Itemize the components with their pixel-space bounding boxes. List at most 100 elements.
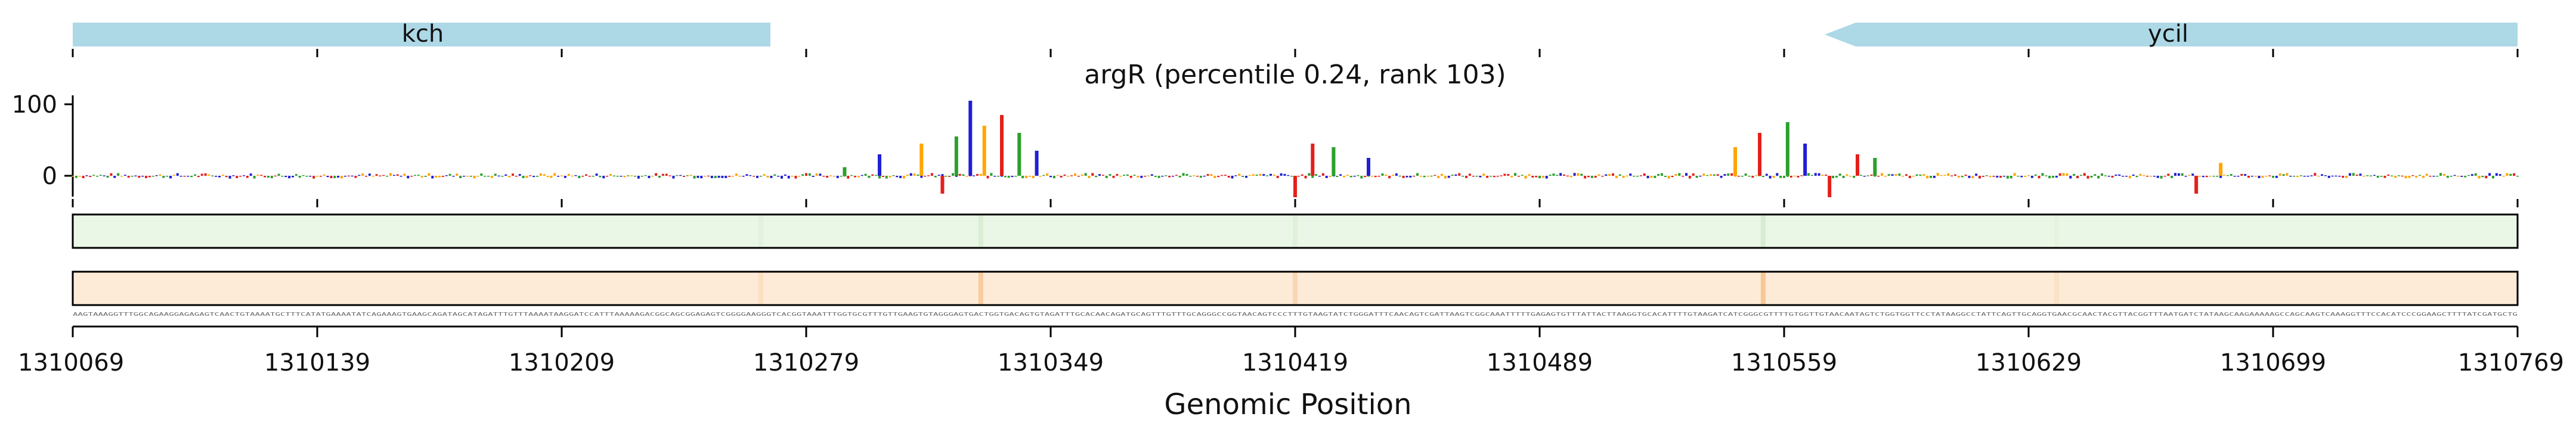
attribution-mark: [2041, 173, 2044, 176]
attribution-mark: [253, 176, 256, 179]
attribution-mark: [2348, 173, 2351, 176]
attribution-mark: [2199, 176, 2201, 177]
attribution-mark: [298, 176, 301, 178]
attribution-mark: [1004, 176, 1007, 178]
attribution-mark: [445, 175, 448, 176]
attribution-mark: [2177, 173, 2180, 176]
attribution-mark: [525, 176, 528, 178]
attribution-mark: [1674, 174, 1677, 176]
attribution-mark: [1577, 173, 1580, 176]
attribution-peak: [843, 167, 847, 176]
attribution-mark: [1563, 174, 1565, 176]
attribution-mark: [557, 176, 560, 177]
attribution-mark: [759, 176, 762, 177]
attribution-mark: [1569, 176, 1572, 178]
attribution-mark: [1049, 176, 1052, 178]
attribution-mark: [2404, 176, 2407, 179]
attribution-mark: [532, 176, 535, 178]
attribution-mark: [85, 175, 88, 176]
attribution-mark: [1954, 174, 1956, 176]
attribution-mark: [1444, 176, 1447, 179]
attribution-mark: [770, 176, 773, 178]
attribution-mark: [305, 176, 308, 177]
attribution-mark: [1800, 175, 1803, 176]
attribution-mark: [2128, 176, 2131, 179]
attribution-mark: [2498, 174, 2501, 176]
attribution-mark: [1490, 176, 1492, 177]
attribution-mark: [913, 173, 916, 176]
attribution-mark: [2474, 173, 2477, 176]
attribution-mark: [323, 174, 326, 176]
attribution-mark: [1398, 175, 1401, 177]
attribution-peak: [968, 101, 973, 176]
attribution-mark: [2453, 175, 2456, 176]
attribution-mark: [756, 176, 758, 178]
attribution-mark: [78, 176, 81, 177]
attribution-mark: [117, 173, 120, 176]
attribution-mark: [1626, 175, 1628, 177]
attribution-mark: [1531, 176, 1534, 178]
attribution-mark: [1849, 176, 1852, 177]
attribution-peak: [1828, 176, 1832, 197]
attribution-mark: [609, 173, 612, 176]
attribution-mark: [243, 175, 245, 176]
attribution-mark: [1433, 175, 1436, 176]
attribution-mark: [1979, 176, 1981, 179]
attribution-mark: [1028, 176, 1031, 177]
attribution-mark: [1618, 174, 1621, 176]
attribution-mark: [1887, 174, 1890, 176]
attribution-mark: [1552, 173, 1555, 176]
attribution-mark: [1441, 173, 1443, 176]
attribution-mark: [1657, 173, 1660, 176]
attribution-peak: [878, 154, 881, 176]
attribution-mark: [1252, 174, 1255, 176]
attribution-mark: [2324, 175, 2327, 176]
attribution-peak: [1733, 147, 1737, 176]
attribution-mark: [1685, 173, 1688, 176]
attribution-mark: [655, 173, 658, 176]
attribution-mark: [2258, 176, 2261, 178]
attribution-mark: [1234, 175, 1237, 176]
attribution-mark: [585, 174, 587, 176]
attribution-mark: [1472, 176, 1475, 177]
attribution-mark: [319, 176, 322, 177]
attribution-mark: [1500, 175, 1503, 176]
gene-annotation-track: kch ycil: [72, 20, 2519, 57]
y-tick-label-0: 0: [42, 163, 57, 190]
attribution-mark: [850, 175, 853, 176]
attribution-mark: [2363, 176, 2366, 177]
attribution-mark: [123, 175, 126, 176]
heat-green-hotspot: [1760, 214, 1766, 248]
attribution-mark: [452, 176, 455, 177]
attribution-mark: [1262, 174, 1265, 176]
x-tick-label-4: 1310349: [998, 349, 1104, 377]
attribution-mark: [1496, 176, 1499, 177]
attribution-mark: [1042, 175, 1045, 176]
attribution-mark: [96, 176, 98, 177]
attribution-mark: [2478, 176, 2481, 179]
attribution-mark: [1884, 176, 1887, 177]
attribution-mark: [466, 176, 469, 177]
attribution-mark: [2250, 176, 2253, 177]
attribution-mark: [2038, 176, 2041, 179]
attribution-mark: [2094, 174, 2097, 176]
attribution-mark: [868, 176, 871, 178]
attribution-mark: [487, 176, 490, 177]
attribution-mark: [906, 175, 909, 176]
attribution-mark: [2303, 176, 2306, 177]
attribution-mark: [295, 174, 298, 176]
attribution-mark: [82, 176, 85, 179]
attribution-mark: [337, 176, 340, 178]
attribution-mark: [2446, 176, 2449, 178]
attribution-mark: [354, 176, 357, 178]
attribution-mark: [787, 176, 790, 179]
attribution-mark: [903, 176, 905, 179]
attribution-mark: [2317, 175, 2320, 177]
attribution-mark: [316, 176, 318, 177]
attribution-mark: [1779, 176, 1782, 178]
attribution-mark: [1339, 174, 1342, 176]
x-tick-label-0: 1310069: [18, 349, 124, 377]
attribution-mark: [2443, 174, 2445, 176]
attribution-mark: [2506, 173, 2509, 176]
attribution-mark: [871, 174, 874, 176]
